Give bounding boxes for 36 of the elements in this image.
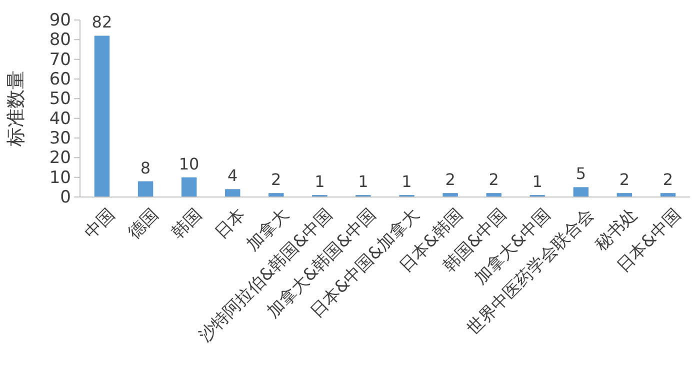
y-tick-label: 50 bbox=[49, 89, 71, 110]
y-tick-label: 30 bbox=[49, 128, 71, 148]
bar bbox=[268, 193, 284, 197]
bar bbox=[94, 36, 110, 197]
y-tick-label: 80 bbox=[49, 30, 71, 50]
y-tick-label: 90 bbox=[49, 10, 71, 30]
data-label: 8 bbox=[140, 158, 151, 178]
y-tick-label: 20 bbox=[49, 148, 71, 168]
data-label: 2 bbox=[271, 170, 282, 190]
x-tick-label: 德国 bbox=[124, 204, 162, 243]
data-label: 2 bbox=[662, 170, 674, 190]
bar bbox=[442, 193, 458, 197]
bar bbox=[573, 187, 589, 197]
y-tick-label: 0 bbox=[60, 187, 71, 208]
x-tick-label: 韩国 bbox=[168, 204, 206, 243]
bar bbox=[181, 177, 197, 197]
data-label: 2 bbox=[445, 170, 456, 190]
data-label: 2 bbox=[488, 170, 499, 190]
data-label: 2 bbox=[619, 170, 630, 190]
data-label: 1 bbox=[314, 172, 325, 192]
bar bbox=[138, 181, 154, 197]
data-label: 1 bbox=[402, 172, 412, 192]
y-axis-title: 标准数量 bbox=[5, 70, 27, 148]
y-tick-label: 40 bbox=[49, 108, 71, 129]
y-tick-label: 70 bbox=[49, 50, 71, 70]
data-label: 1 bbox=[532, 172, 542, 192]
bar bbox=[486, 193, 502, 197]
x-tick-label: 中国 bbox=[80, 204, 119, 243]
data-label: 4 bbox=[228, 166, 238, 186]
data-label: 1 bbox=[358, 172, 368, 192]
data-label: 5 bbox=[576, 164, 586, 184]
data-label: 10 bbox=[178, 154, 200, 174]
y-tick-label: 60 bbox=[49, 69, 71, 90]
bar bbox=[224, 189, 240, 197]
data-label: 82 bbox=[92, 12, 112, 32]
y-tick-label: 10 bbox=[49, 168, 71, 188]
